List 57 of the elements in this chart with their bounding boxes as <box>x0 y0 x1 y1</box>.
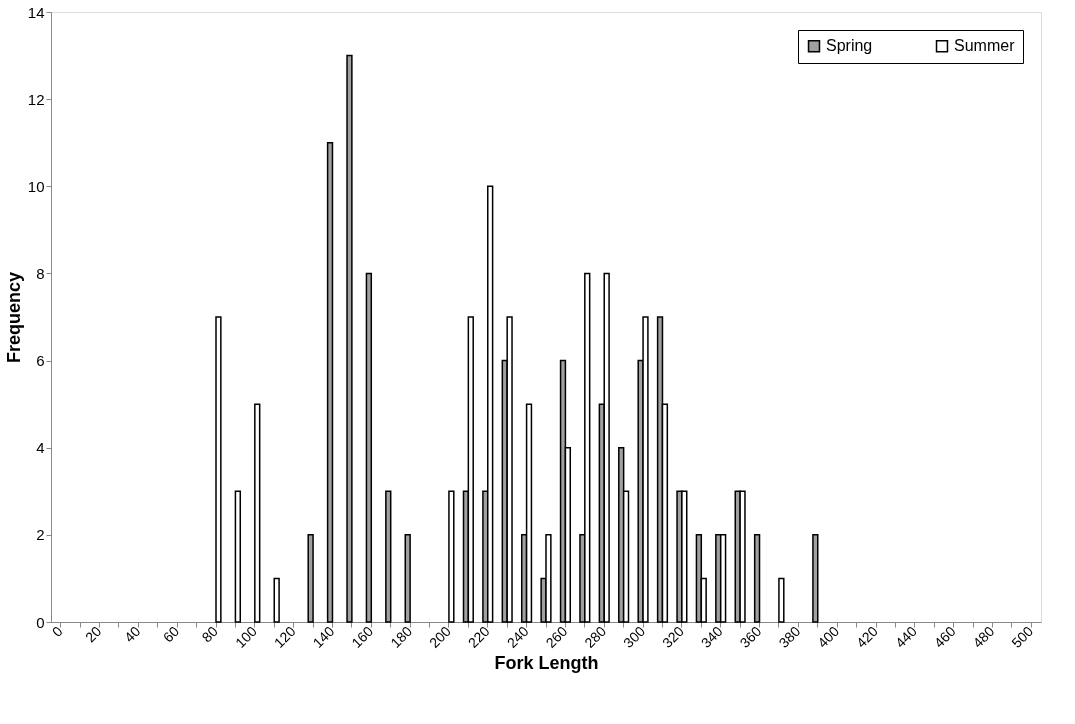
y-tick-label: 14 <box>27 3 45 21</box>
x-tick-label: 260 <box>542 622 571 651</box>
x-tick-label: 120 <box>270 622 299 651</box>
y-tick-label: 4 <box>36 439 45 457</box>
y-tick-label: 12 <box>27 90 45 108</box>
bar <box>467 316 474 623</box>
x-tick-label: 20 <box>82 622 105 646</box>
bar <box>778 577 785 623</box>
bar <box>812 534 819 623</box>
x-tick-label: 280 <box>581 622 610 651</box>
x-tick-label: 0 <box>48 622 66 640</box>
bar <box>215 316 222 623</box>
x-tick-label: 460 <box>930 622 959 651</box>
bar <box>506 316 513 623</box>
bar <box>753 534 761 623</box>
x-tick-label: 240 <box>503 622 532 651</box>
bar <box>739 490 746 623</box>
x-tick-label: 60 <box>159 622 183 646</box>
bar <box>346 54 353 623</box>
x-tick-label: 360 <box>736 622 765 651</box>
x-tick-label: 200 <box>426 622 455 651</box>
y-tick-label: 2 <box>36 526 45 544</box>
bar <box>326 141 334 623</box>
x-tick-label: 220 <box>464 622 493 651</box>
legend-label: Spring <box>826 37 873 55</box>
x-tick-label: 160 <box>348 622 377 651</box>
y-tick-label: 10 <box>27 177 45 195</box>
x-tick-label: 340 <box>697 622 726 651</box>
bar <box>254 403 261 623</box>
bar <box>404 534 411 623</box>
bar <box>525 403 533 623</box>
x-tick-label: 40 <box>120 622 144 646</box>
x-tick-label: 100 <box>231 622 260 651</box>
x-tick-label: 420 <box>853 622 882 651</box>
x-tick-label: 380 <box>775 622 804 651</box>
x-tick-label: 440 <box>891 622 920 651</box>
x-tick-label: 180 <box>387 622 416 651</box>
x-tick-label: 80 <box>198 622 222 646</box>
bar <box>603 272 610 623</box>
x-tick-label: 140 <box>309 622 338 651</box>
bar <box>719 534 727 623</box>
y-tick-label: 6 <box>36 352 45 370</box>
bar <box>307 534 314 623</box>
bar <box>385 490 392 623</box>
x-tick-label: 400 <box>814 622 843 651</box>
y-tick-label: 8 <box>36 264 45 282</box>
x-tick-label: 320 <box>659 622 687 651</box>
legend-label: Summer <box>954 37 1016 55</box>
y-axis-title: Frequency <box>3 271 24 364</box>
x-tick-label: 300 <box>620 622 649 651</box>
x-axis-title: Fork Length <box>494 652 599 673</box>
x-tick-label: 480 <box>969 622 998 651</box>
x-tick-label: 500 <box>1008 622 1037 651</box>
bar <box>234 490 242 623</box>
bar <box>273 577 280 623</box>
bar <box>365 272 373 623</box>
bar <box>448 490 455 623</box>
